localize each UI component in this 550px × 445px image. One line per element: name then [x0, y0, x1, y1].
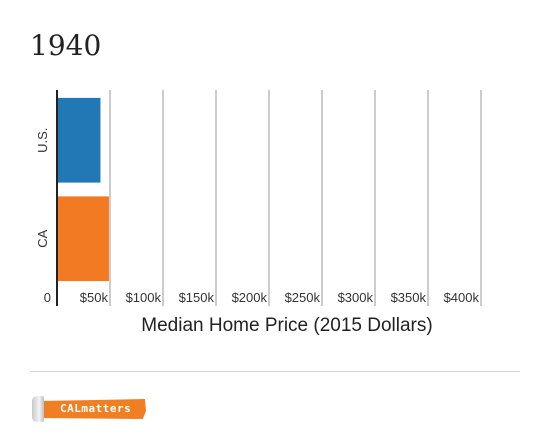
x-tick-label: $150k	[179, 290, 215, 305]
category-labels: U.S. CA	[35, 128, 50, 248]
logo-text: CALmatters	[60, 402, 132, 415]
x-tick-label: $100k	[126, 290, 162, 305]
x-tick-label: 0	[44, 290, 51, 305]
category-label: CA	[35, 229, 50, 247]
x-tick-label: $200k	[232, 290, 268, 305]
x-tick-label: $300k	[338, 290, 374, 305]
x-tick-label: $250k	[285, 290, 321, 305]
chart-title: 1940	[30, 29, 102, 62]
footer-divider	[30, 371, 520, 372]
x-axis-title: Median Home Price (2015 Dollars)	[141, 315, 432, 336]
x-tick-label: $400k	[444, 290, 480, 305]
logo-paint-stroke	[38, 399, 146, 419]
x-tick-label: $350k	[391, 290, 427, 305]
bar-ca	[58, 196, 109, 282]
category-label: U.S.	[35, 128, 50, 153]
x-tick-labels: 0 $50k $100k $150k $200k $250k $300k $350k $400k	[44, 290, 480, 305]
logo-paper-curl	[32, 396, 44, 422]
bar-chart: 0 $50k $100k $150k $200k $250k $300k $350k $400k…	[35, 90, 482, 336]
x-tick-label: $50k	[80, 290, 109, 305]
bar-u-s	[58, 97, 101, 183]
gridlines	[109, 90, 482, 306]
calmatters-logo: CALmatters	[32, 396, 146, 422]
bars	[58, 97, 109, 282]
